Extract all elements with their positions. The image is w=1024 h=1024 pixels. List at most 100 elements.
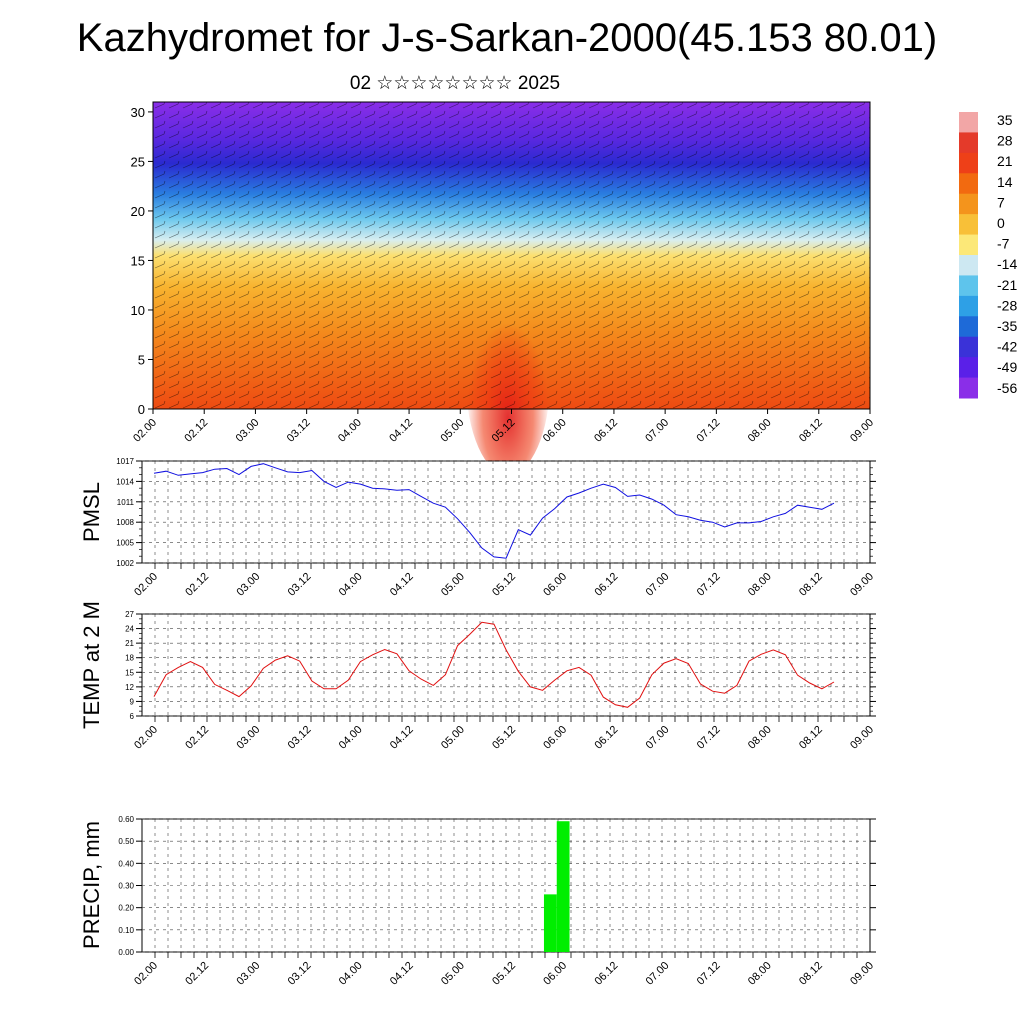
y-tick-label: 15 — [131, 253, 145, 268]
colorbar-label: -49 — [997, 359, 1017, 375]
x-tick-label: 04.00 — [337, 724, 365, 752]
y-tick-label: 0.00 — [118, 948, 134, 957]
x-tick-label: 07.12 — [695, 571, 723, 599]
chart-title: Kazhydromet for J-s-Sarkan-2000(45.153 8… — [76, 16, 938, 60]
y-tick-label: 0.30 — [118, 882, 134, 891]
y-tick-label: 0.40 — [118, 859, 134, 868]
colorbar-swatch — [959, 234, 978, 256]
series-line — [153, 621, 835, 708]
x-tick-label: 05.00 — [439, 960, 467, 988]
series-line — [153, 463, 835, 559]
y-tick-label: 9 — [130, 697, 135, 706]
x-tick-label: 08.12 — [797, 724, 825, 752]
colorbar-label: -14 — [997, 256, 1017, 272]
x-tick-label: 06.12 — [592, 960, 620, 988]
x-tick-label: 02.12 — [183, 571, 211, 599]
y-tick-label: 18 — [125, 654, 134, 663]
x-tick-label: 02.12 — [182, 417, 210, 445]
x-tick-label: 05.12 — [490, 960, 518, 988]
colorbar-swatch — [959, 132, 978, 154]
x-tick-label: 08.12 — [797, 417, 825, 445]
y-tick-label: 1014 — [116, 477, 134, 486]
x-tick-label: 02.12 — [183, 724, 211, 752]
colorbar-swatch — [959, 214, 978, 236]
x-tick-label: 02.00 — [132, 724, 160, 752]
y-tick-label: 0.10 — [118, 926, 134, 935]
x-tick-label: 06.12 — [592, 571, 620, 599]
y-tick-label: 27 — [125, 610, 134, 619]
colorbar-label: -56 — [997, 380, 1017, 396]
y-tick-label: 21 — [125, 639, 134, 648]
x-tick-label: 05.12 — [490, 571, 518, 599]
colorbar-label: -21 — [997, 277, 1017, 293]
colorbar-label: -28 — [997, 297, 1017, 313]
chart-subtitle: 02 ☆☆☆☆☆☆☆☆ 2025 — [349, 73, 561, 94]
colorbar-legend: 35 28 21 14 7 0 -7 -14 -21 -28 -35 -42 -49 -56 — [959, 112, 1017, 399]
x-tick-label: 08.00 — [746, 417, 774, 445]
colorbar-label: 7 — [997, 194, 1005, 210]
x-tick-label: 04.12 — [388, 571, 416, 599]
y-tick-label: 15 — [125, 668, 134, 677]
x-tick-label: 07.00 — [644, 571, 672, 599]
x-tick-label: 03.12 — [286, 960, 314, 988]
x-tick-label: 07.12 — [695, 417, 723, 445]
x-tick-label: 06.12 — [592, 417, 620, 445]
y-axis-label: PRECIP, mm — [79, 821, 104, 949]
y-tick-label: 20 — [131, 204, 145, 219]
x-tick-label: 09.00 — [848, 571, 876, 599]
y-tick-label: 0.60 — [118, 815, 134, 824]
x-tick-label: 04.00 — [337, 571, 365, 599]
colorbar-swatch — [959, 295, 978, 317]
x-tick-label: 08.12 — [797, 571, 825, 599]
x-tick-label: 05.00 — [438, 417, 466, 445]
y-tick-label: 1017 — [116, 457, 134, 466]
precip-bar — [543, 894, 557, 952]
colorbar-swatch — [959, 336, 978, 358]
x-tick-label: 06.00 — [541, 724, 569, 752]
colorbar-label: 21 — [997, 153, 1013, 169]
x-tick-label: 04.12 — [388, 724, 416, 752]
x-tick-label: 08.00 — [746, 724, 774, 752]
x-tick-label: 04.12 — [387, 417, 415, 445]
temp-2m-panel: 6 9 12 15 18 21 24 27 02.00 02.12 03.00 03.12 04.00 0… — [79, 601, 876, 752]
x-tick-label: 07.12 — [695, 724, 723, 752]
x-tick-label: 02.00 — [132, 571, 160, 599]
colorbar-swatch — [959, 377, 978, 399]
x-tick-label: 02.00 — [132, 960, 160, 988]
y-tick-label: 25 — [131, 154, 145, 169]
colorbar-label: -42 — [997, 339, 1017, 355]
x-tick-label: 06.00 — [541, 960, 569, 988]
y-tick-label: 1005 — [116, 539, 134, 548]
y-tick-label: 0 — [138, 402, 145, 417]
y-tick-label: 1008 — [116, 518, 134, 527]
wind-barbs — [153, 102, 870, 409]
colorbar-label: 35 — [997, 112, 1013, 128]
colorbar-label: 0 — [997, 215, 1005, 231]
x-tick-label: 03.00 — [234, 571, 262, 599]
colorbar-label: 28 — [997, 133, 1013, 149]
x-tick-label: 02.00 — [131, 417, 159, 445]
y-tick-label: 1011 — [117, 498, 135, 507]
y-tick-label: 12 — [125, 683, 134, 692]
x-tick-label: 03.00 — [234, 417, 262, 445]
colorbar-swatch — [959, 173, 978, 195]
x-tick-label: 08.00 — [746, 960, 774, 988]
x-tick-label: 03.12 — [285, 417, 313, 445]
x-tick-label: 04.12 — [388, 960, 416, 988]
y-tick-label: 24 — [125, 625, 134, 634]
colorbar-label: -35 — [997, 318, 1017, 334]
x-tick-label: 05.00 — [439, 571, 467, 599]
x-tick-label: 09.00 — [848, 724, 876, 752]
x-tick-label: 03.12 — [286, 571, 314, 599]
y-tick-label: 1002 — [116, 559, 134, 568]
pmsl-panel: 1002 1005 1008 1011 1014 1017 02.00 02.12 03.00 0… — [79, 457, 876, 599]
colorbar-swatch — [959, 112, 978, 133]
colorbar-swatch — [959, 193, 978, 215]
x-tick-label: 08.00 — [746, 571, 774, 599]
x-tick-label: 03.00 — [234, 724, 262, 752]
x-tick-label: 07.00 — [644, 960, 672, 988]
y-tick-label: 30 — [131, 105, 145, 120]
colorbar-swatch — [959, 275, 978, 297]
x-tick-label: 03.12 — [286, 724, 314, 752]
